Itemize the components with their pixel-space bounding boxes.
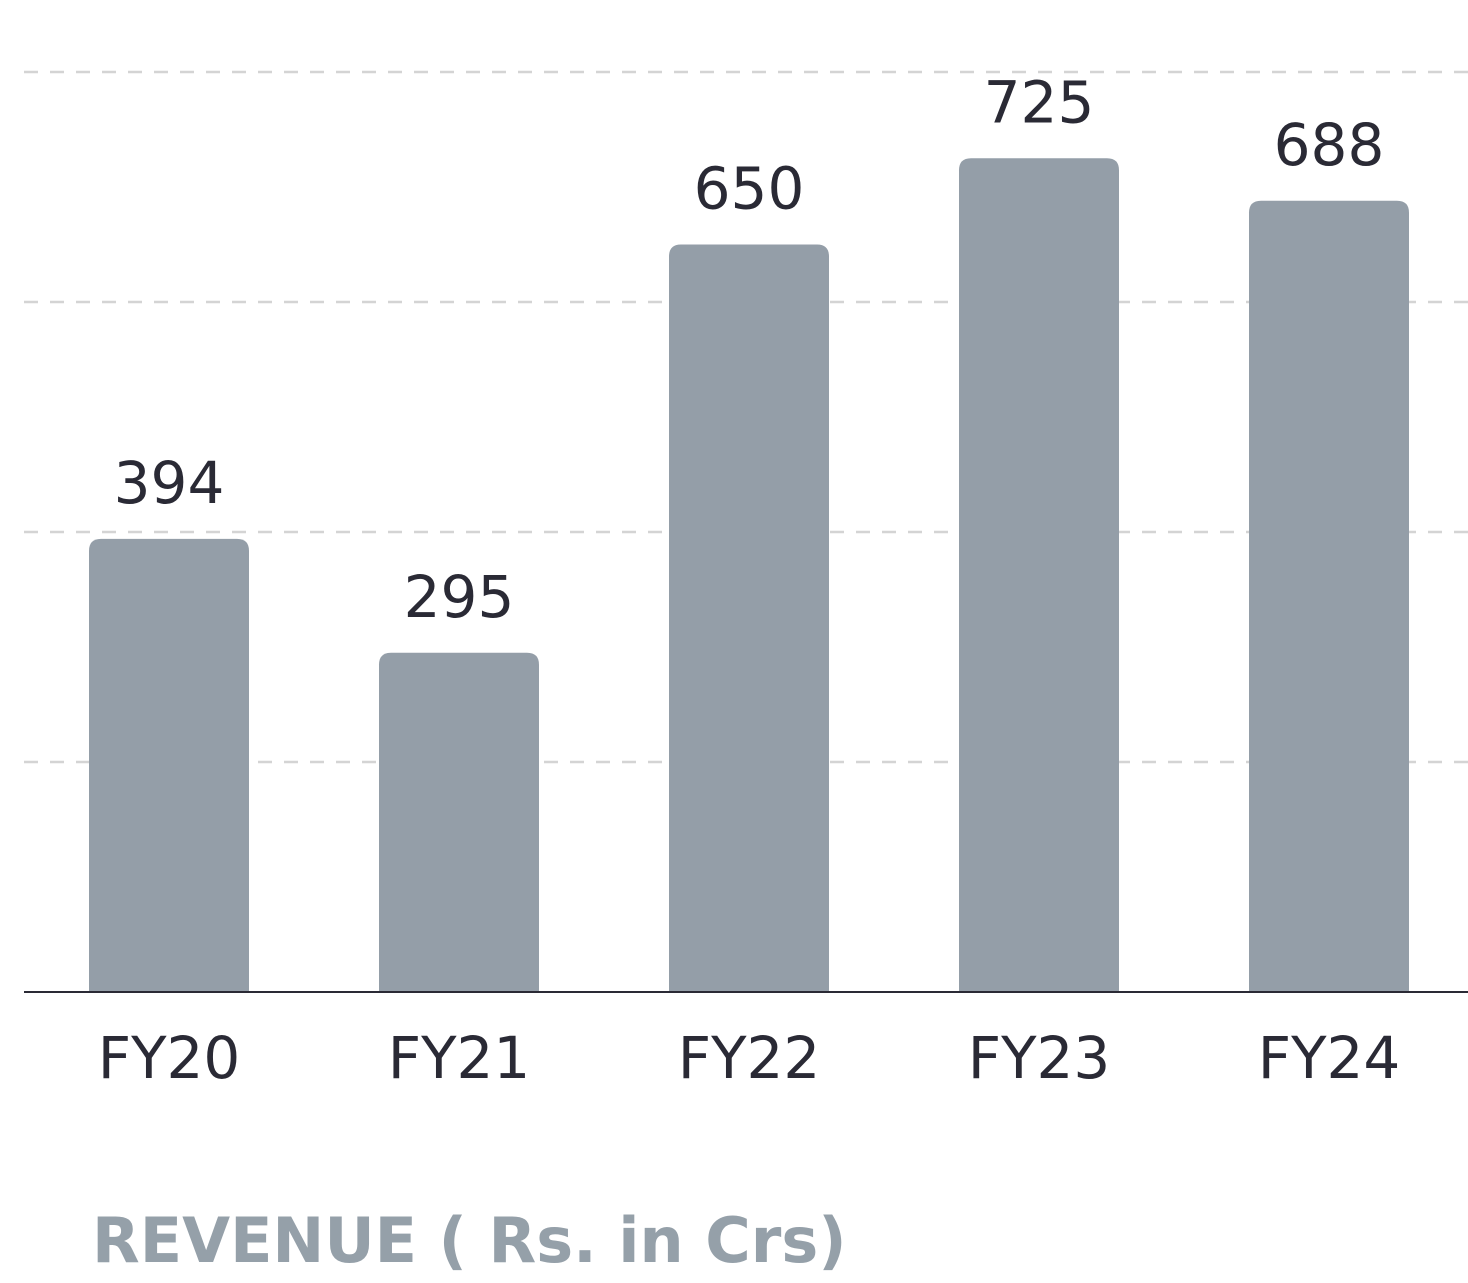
x-tick-label: FY23 xyxy=(968,1024,1111,1092)
bar xyxy=(1249,200,1409,993)
value-label: 725 xyxy=(984,68,1095,136)
bar xyxy=(669,244,829,992)
value-label: 295 xyxy=(404,563,515,631)
x-tick-label: FY24 xyxy=(1258,1024,1401,1092)
value-label: 394 xyxy=(114,449,225,517)
value-label: 688 xyxy=(1274,111,1385,179)
bar xyxy=(959,158,1119,992)
bar xyxy=(379,652,539,992)
bar xyxy=(89,538,249,992)
value-label: 650 xyxy=(694,155,805,223)
x-tick-label: FY21 xyxy=(388,1024,531,1092)
x-tick-label: FY22 xyxy=(678,1024,821,1092)
x-tick-label: FY20 xyxy=(98,1024,241,1092)
chart-title: REVENUE ( Rs. in Crs) xyxy=(92,1204,847,1277)
